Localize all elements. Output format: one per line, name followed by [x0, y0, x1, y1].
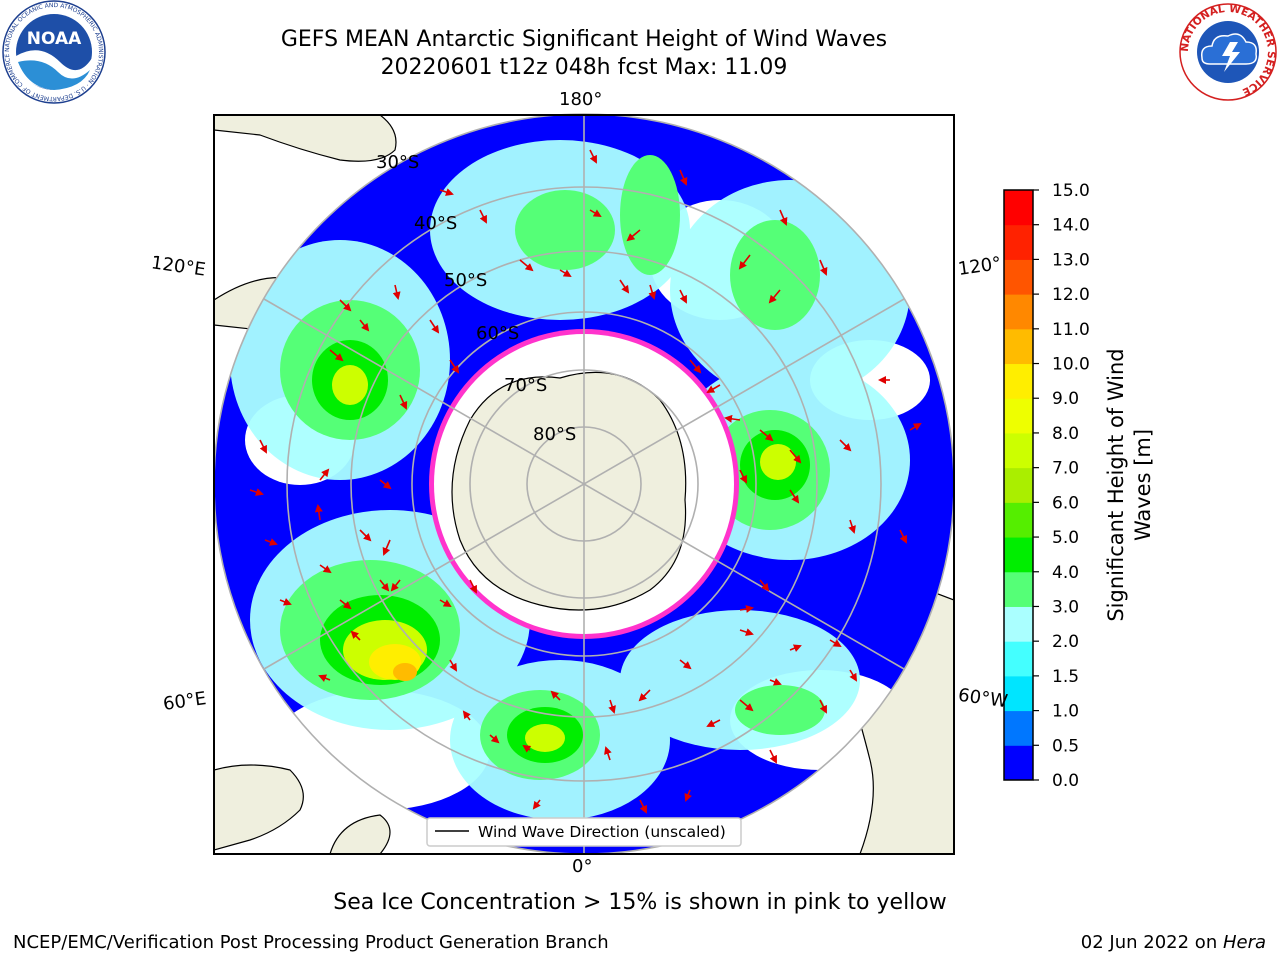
forecast-subtitle: 20220601 t12z 048h fcst Max: 11.09	[380, 55, 788, 80]
colorbar-tick-label: 3.0	[1052, 597, 1079, 617]
lat-label-30s: 30°S	[376, 152, 420, 173]
colorbar-tick-label: 8.0	[1052, 424, 1079, 444]
noaa-logo: NATIONAL OCEANIC AND ATMOSPHERIC ADMINIS…	[2, 0, 106, 104]
colorbar-frame	[1003, 189, 1034, 781]
colorbar-tick-label: 7.0	[1052, 459, 1079, 479]
colorbar-tick-label: 10.0	[1052, 355, 1090, 375]
colorbar-segment	[1004, 259, 1033, 295]
map-title: GEFS MEAN Antarctic Significant Height o…	[280, 27, 888, 52]
nws-logo: NATIONAL WEATHER SERVICE	[1179, 3, 1277, 101]
footer-date: 02 Jun 2022 on Hera	[1081, 932, 1266, 953]
footer-date-text: 02 Jun 2022 on	[1080, 932, 1223, 953]
colorbar-segment	[1004, 537, 1033, 573]
colorbar-tick-label: 15.0	[1052, 181, 1090, 201]
colorbar-segment	[1004, 675, 1033, 712]
lat-label-80s: 80°S	[533, 424, 577, 445]
colorbar-segment	[1004, 710, 1033, 746]
colorbar-segment	[1004, 190, 1033, 226]
colorbar-tick-label: 2.0	[1052, 632, 1079, 652]
colorbar-segment	[1004, 502, 1033, 538]
colorbar-tick-label: 1.5	[1052, 667, 1079, 687]
footer-host: Hera	[1222, 932, 1266, 953]
lat-label-60s: 60°S	[476, 323, 520, 344]
colorbar-segment	[1004, 571, 1033, 607]
colorbar-tick-label: 11.0	[1052, 320, 1090, 340]
colorbar-tick-label: 13.0	[1052, 250, 1090, 270]
colorbar: 0.0 0.5 1.0 1.5 2.0 3.0 4.0 5.0 6.0 7.0 8.0 9.0 10.0…	[1003, 181, 1090, 791]
colorbar-tick-label: 1.0	[1052, 702, 1079, 722]
colorbar-tick-label: 0.5	[1052, 736, 1079, 756]
colorbar-segment	[1004, 745, 1033, 781]
colorbar-tick-label: 6.0	[1052, 493, 1079, 513]
footer-credit: NCEP/EMC/Verification Post Processing Pr…	[13, 932, 609, 953]
colorbar-segment	[1004, 294, 1033, 330]
colorbar-tick-label: 14.0	[1052, 216, 1090, 236]
colorbar-segment	[1004, 467, 1033, 503]
colorbar-segment	[1004, 606, 1033, 642]
svg-text:NOAA: NOAA	[27, 29, 82, 49]
colorbar-segment	[1004, 363, 1033, 399]
colorbar-segment	[1004, 432, 1033, 469]
lat-label-70s: 70°S	[504, 375, 548, 396]
antarctica-land	[451, 371, 687, 611]
colorbar-tick-label: 0.0	[1052, 771, 1079, 791]
colorbar-segment	[1004, 398, 1033, 434]
colorbar-tick-label: 5.0	[1052, 528, 1079, 548]
colorbar-segment	[1004, 641, 1033, 677]
legend-label: Wind Wave Direction (unscaled)	[478, 823, 726, 841]
lon-label-0: 0°	[572, 856, 593, 877]
colorbar-tick-label: 4.0	[1052, 563, 1079, 583]
wave-direction-arrows	[249, 149, 922, 814]
colorbar-tick-label: 9.0	[1052, 389, 1079, 409]
colorbar-label-line2: Waves [m]	[1131, 428, 1155, 542]
lat-label-40s: 40°S	[414, 213, 458, 234]
colorbar-segment	[1004, 328, 1033, 365]
lon-label-180: 180°	[559, 89, 603, 110]
lat-label-50s: 50°S	[444, 270, 488, 291]
colorbar-label-line1: Significant Height of Wind	[1104, 348, 1128, 622]
map-legend: Wind Wave Direction (unscaled)	[426, 817, 742, 847]
colorbar-segment	[1004, 224, 1033, 260]
sea-ice-note: Sea Ice Concentration > 15% is shown in …	[333, 890, 947, 915]
colorbar-tick-label: 12.0	[1052, 285, 1090, 305]
